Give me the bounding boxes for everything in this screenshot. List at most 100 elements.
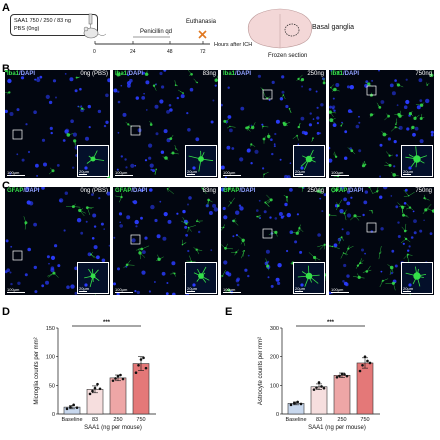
data-point [299, 402, 303, 406]
data-point [315, 386, 318, 389]
data-point [93, 386, 97, 390]
data-point [363, 355, 367, 358]
stain-name: GFAP [7, 188, 24, 194]
scale-bar-inset: 20μm [403, 168, 414, 175]
scale-bar-inset: 20μm [79, 168, 90, 175]
zoom-inset: 20μm [77, 145, 109, 177]
inset-scale-label: 20μm [403, 285, 414, 291]
dose-line-1: SAA1 750 / 250 / 83 ng [14, 18, 71, 24]
y-tick-label: 200 [270, 355, 279, 361]
data-point [137, 363, 140, 367]
significance-label: *** [103, 320, 111, 326]
data-point [335, 376, 339, 379]
scale-bar-label: 100μm [331, 169, 344, 175]
dose-label: 0ng (PBS) [80, 71, 108, 77]
data-point [91, 389, 94, 393]
timeline-dose-box: SAA1 750 / 250 / 83 ng PBS (0ng) [10, 14, 98, 36]
time-axis-label: Hours after ICH [214, 42, 253, 48]
zoom-inset: 20μm [185, 145, 217, 177]
tick-0: 0 [93, 49, 96, 55]
dose-label: 750ng [415, 188, 432, 194]
data-point [322, 386, 326, 390]
scale-bar-label: 100μm [7, 286, 20, 292]
micrograph-texture [221, 187, 326, 294]
data-point [296, 400, 299, 404]
zoom-inset: 20μm [185, 262, 217, 294]
data-point [343, 373, 346, 376]
section-label: Frozen section [268, 53, 308, 59]
panel-label-a: A [2, 2, 10, 14]
counterstain-name: /DAPI [343, 71, 360, 77]
data-point [134, 371, 138, 375]
euthanasia-label: Euthanasia [186, 19, 217, 25]
stain-label: Iba1/DAPI [223, 71, 251, 77]
inset-scale-label: 20μm [295, 168, 306, 174]
inset-scale-label: 20μm [403, 168, 414, 174]
data-point [65, 407, 69, 411]
gfap-image-2: GFAP/DAPI 250ng 100μm 20μm [221, 187, 326, 295]
panel-label-b: B [2, 63, 10, 75]
stain-name: GFAP [331, 188, 348, 194]
inset-scale-label: 20μm [79, 168, 90, 174]
x-tick-label: Baseline [61, 417, 82, 423]
scale-bar-label: 100μm [331, 286, 344, 292]
y-tick-label: 100 [46, 355, 55, 361]
stain-label: GFAP/DAPI [223, 188, 255, 194]
data-point [368, 361, 372, 365]
panel-label-d: D [2, 306, 10, 318]
scale-bar-main: 100μm [115, 169, 133, 176]
scale-bar-main: 100μm [223, 170, 241, 176]
counterstain-name: /DAPI [235, 71, 252, 77]
stain-name: GFAP [115, 188, 132, 194]
stain-label: Iba1/DAPI [331, 71, 359, 77]
inset-scale-label: 20μm [187, 168, 198, 174]
counterstain-name: /DAPI [19, 71, 36, 77]
data-point [72, 403, 75, 407]
y-tick-label: 300 [270, 326, 279, 332]
y-tick-label: 100 [270, 383, 279, 389]
data-point [114, 377, 117, 380]
data-point [111, 379, 115, 383]
scale-bar-inset: 20μm [295, 285, 306, 292]
dose-label: 250ng [307, 71, 324, 77]
stain-name: Iba1 [115, 71, 128, 77]
gfap-image-3: GFAP/DAPI 750ng 100μm 20μm [329, 187, 434, 295]
x-tick-label: Baseline [285, 417, 306, 423]
y-tick-label: 50 [49, 383, 55, 389]
zoom-region-box [366, 85, 377, 96]
zoom-inset: 20μm [401, 262, 433, 294]
stain-label: GFAP/DAPI [331, 188, 363, 194]
zoom-inset: 20μm [293, 262, 325, 294]
micrograph-texture [113, 70, 218, 175]
inset-scale-label: 20μm [79, 285, 90, 291]
data-point [338, 374, 341, 378]
data-point [340, 372, 344, 376]
data-point [289, 403, 293, 407]
brain-region-label: Basal ganglia [312, 24, 355, 31]
zoom-region-box [130, 125, 141, 136]
tick-48: 48 [167, 49, 173, 55]
data-point [293, 401, 296, 405]
iba1-image-1: Iba1/DAPI 83ng 100μm 20μm [113, 70, 218, 178]
data-point [69, 405, 72, 409]
zoom-region-box [12, 129, 23, 140]
scale-bar-main: 100μm [115, 287, 133, 293]
dose-line-2: PBS (0ng) [14, 26, 40, 32]
inset-scale-label: 20μm [295, 285, 306, 291]
brain-section-icon [247, 8, 313, 49]
panel-label-c: C [2, 180, 10, 192]
mouse-icon [83, 26, 107, 39]
zoom-region-box [262, 228, 273, 239]
dose-label: 83ng [202, 71, 216, 77]
data-point [98, 387, 102, 391]
stain-label: Iba1/DAPI [7, 71, 35, 77]
scale-bar-inset: 20μm [187, 286, 197, 292]
stain-name: Iba1 [331, 71, 344, 77]
timeline-graphics [83, 8, 313, 49]
microglia-bar-chart: 0 50 100 150 Microglia counts per mm² Baselin… [34, 320, 156, 431]
data-point [312, 388, 316, 391]
gfap-image-0: GFAP/DAPI 0ng (PBS) 100μm 20μm [5, 187, 110, 295]
scale-bar-label: 100μm [115, 169, 128, 175]
data-point [144, 366, 148, 370]
